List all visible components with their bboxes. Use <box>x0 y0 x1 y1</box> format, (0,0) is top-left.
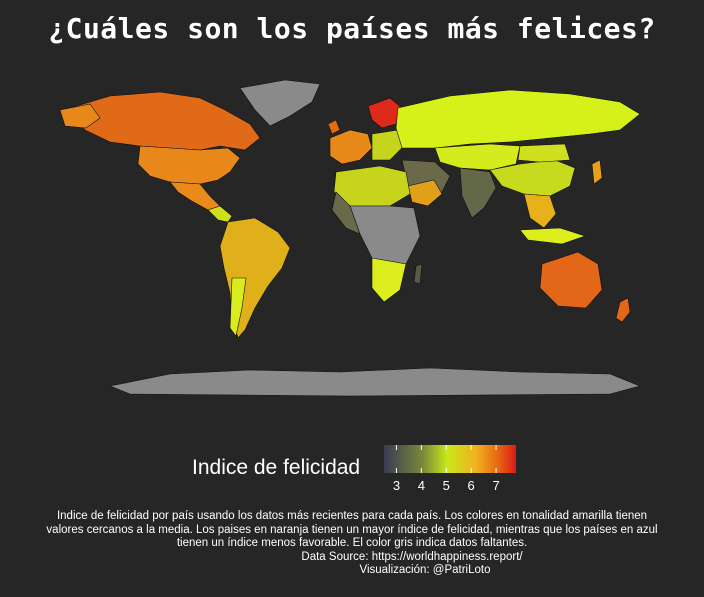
caption-line: tienen un índice menos favorable. El col… <box>176 537 528 549</box>
region-arabia <box>407 179 443 207</box>
world-map-svg <box>59 79 641 397</box>
region-indonesia <box>519 227 586 245</box>
caption-line: Data Source: https://worldhappiness.repo… <box>301 550 523 563</box>
legend-tick-label: 3 <box>392 478 401 493</box>
region-central-asia <box>434 143 521 171</box>
legend-tick-label: 7 <box>492 478 500 493</box>
region-africa-north <box>333 165 411 207</box>
region-antarctica <box>108 367 641 397</box>
caption-line: Visualización: @PatriLoto <box>359 564 491 576</box>
caption-line: valores cercanos a la media. Los paises … <box>46 523 658 536</box>
region-africa-south <box>371 257 407 303</box>
region-new-zealand <box>615 297 631 323</box>
legend-title: Indice de felicidad <box>192 456 361 479</box>
region-central-america <box>207 205 233 223</box>
legend-colorbar <box>384 445 516 473</box>
caption-line: Indice de felicidad por país usando los … <box>56 510 648 522</box>
caption: Indice de felicidad por país usando los … <box>20 510 684 578</box>
region-africa-west <box>331 191 361 235</box>
region-scandinavia <box>367 97 403 129</box>
legend-tick-label: 4 <box>417 478 425 493</box>
region-mexico <box>169 181 221 211</box>
chart-title: ¿Cuáles son los países más felices? <box>48 12 656 45</box>
legend-tick-label: 6 <box>467 478 475 493</box>
region-greenland <box>239 79 321 127</box>
region-madagascar <box>413 263 423 285</box>
region-mongolia <box>517 143 571 163</box>
region-russia <box>395 89 641 149</box>
legend-gradient <box>384 445 516 473</box>
region-uk <box>327 119 341 135</box>
region-canada <box>69 91 261 151</box>
region-europe-east <box>371 129 403 161</box>
region-united-states <box>137 145 241 185</box>
region-japan <box>591 159 603 185</box>
region-india <box>459 167 497 219</box>
region-alaska <box>59 103 101 129</box>
region-chile-argentina <box>229 277 247 337</box>
region-china <box>489 159 576 197</box>
legend-tick-labels: 3 4 5 6 7 <box>384 478 516 498</box>
legend-tick-label: 5 <box>442 478 450 493</box>
world-map <box>50 68 660 400</box>
region-southeast-asia <box>523 193 557 229</box>
region-europe-west <box>329 129 373 165</box>
region-australia <box>539 251 603 309</box>
